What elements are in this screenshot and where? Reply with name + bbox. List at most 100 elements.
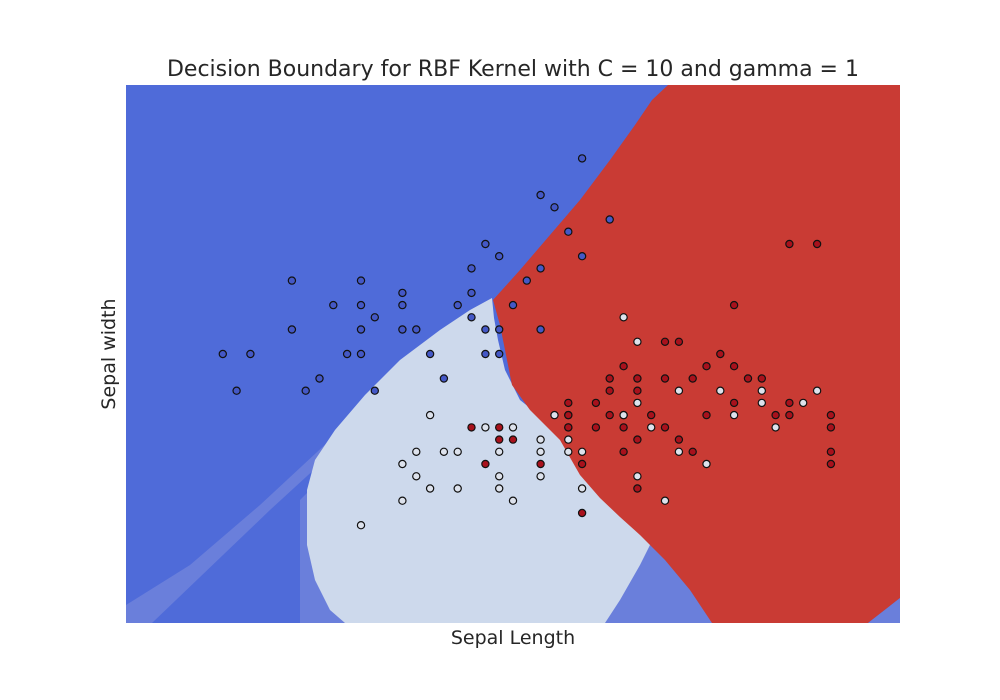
point-class-2-20 — [729, 398, 739, 408]
point-class-2-45 — [605, 410, 614, 420]
point-class-0-3 — [605, 215, 614, 224]
point-class-1-7 — [757, 398, 767, 408]
point-class-2-22 — [785, 398, 794, 408]
point-class-2-0 — [785, 239, 794, 249]
region-blend-right-edge — [868, 598, 900, 623]
point-class-2-38 — [495, 423, 504, 432]
point-class-0-6 — [577, 252, 587, 261]
point-class-1-26 — [536, 447, 545, 456]
point-class-2-43 — [536, 459, 545, 469]
point-class-1-20 — [564, 447, 573, 456]
point-class-2-33 — [688, 447, 697, 456]
point-class-0-37 — [356, 349, 366, 359]
plot-area — [126, 85, 900, 623]
point-class-1-34 — [425, 484, 435, 493]
point-class-1-17 — [771, 423, 780, 432]
point-class-1-16 — [647, 423, 656, 432]
point-class-0-23 — [356, 325, 366, 334]
point-class-0-15 — [329, 300, 338, 310]
point-class-1-25 — [495, 447, 504, 456]
point-class-0-33 — [301, 386, 310, 395]
point-class-0-7 — [481, 239, 490, 249]
point-class-1-11 — [425, 410, 435, 420]
point-class-0-20 — [536, 325, 545, 334]
point-class-1-23 — [439, 447, 449, 456]
point-class-2-24 — [826, 423, 836, 432]
point-class-1-21 — [398, 459, 407, 469]
point-class-1-37 — [356, 521, 366, 530]
point-class-2-7 — [729, 362, 739, 371]
point-class-2-3 — [660, 337, 670, 346]
point-class-2-47 — [826, 459, 836, 469]
point-class-1-9 — [481, 423, 490, 432]
point-class-2-44 — [495, 435, 504, 444]
point-class-2-30 — [591, 423, 601, 432]
point-class-2-4 — [674, 337, 684, 346]
point-class-2-37 — [467, 423, 476, 432]
point-class-2-8 — [743, 374, 753, 383]
point-class-1-5 — [729, 410, 739, 420]
point-class-1-0 — [619, 313, 628, 322]
point-class-0-32 — [315, 374, 324, 383]
point-class-2-21 — [771, 410, 780, 420]
point-class-0-19 — [495, 325, 504, 334]
point-class-0-16 — [356, 300, 366, 310]
point-class-0-30 — [342, 349, 352, 359]
point-class-0-31 — [439, 374, 449, 383]
point-class-0-13 — [467, 288, 476, 298]
point-class-0-11 — [287, 276, 297, 285]
point-class-2-9 — [660, 374, 670, 383]
point-class-1-18 — [619, 410, 628, 420]
point-class-1-31 — [453, 484, 462, 493]
point-class-2-17 — [605, 374, 614, 383]
point-class-1-36 — [412, 472, 421, 481]
region-class-2 — [493, 85, 900, 623]
point-class-1-29 — [495, 472, 504, 481]
point-class-0-22 — [287, 325, 297, 334]
point-class-0-25 — [412, 325, 421, 334]
point-class-0-28 — [218, 349, 227, 359]
y-axis-label: Sepal width — [98, 298, 120, 409]
point-class-1-8 — [812, 386, 822, 395]
point-class-2-16 — [605, 386, 614, 395]
point-class-0-5 — [495, 252, 504, 261]
point-class-2-1 — [812, 239, 822, 249]
point-class-2-12 — [619, 362, 628, 371]
point-class-2-34 — [577, 459, 587, 469]
point-class-1-38 — [412, 447, 421, 456]
point-class-0-24 — [398, 325, 407, 334]
point-class-1-6 — [799, 398, 808, 408]
point-class-1-28 — [702, 459, 711, 469]
point-class-0-4 — [564, 227, 573, 236]
point-class-2-36 — [785, 410, 794, 420]
point-class-0-0 — [577, 154, 587, 163]
point-class-2-11 — [757, 374, 767, 383]
x-axis-label: Sepal Length — [451, 627, 575, 649]
point-class-2-35 — [826, 447, 836, 456]
point-class-2-19 — [702, 410, 711, 420]
point-class-2-28 — [674, 435, 684, 444]
point-class-2-13 — [633, 386, 642, 395]
point-class-0-36 — [453, 300, 462, 310]
point-class-1-24 — [674, 447, 684, 456]
point-class-0-8 — [467, 264, 476, 273]
point-class-2-42 — [481, 459, 490, 469]
point-class-0-14 — [508, 300, 518, 310]
point-class-2-29 — [564, 410, 573, 420]
point-class-0-29 — [246, 349, 255, 359]
point-class-0-34 — [370, 386, 379, 395]
point-class-2-23 — [826, 410, 836, 420]
point-class-0-10 — [522, 276, 532, 285]
point-class-1-32 — [495, 484, 504, 493]
point-class-0-40 — [398, 288, 407, 298]
point-class-1-3 — [716, 386, 725, 395]
point-class-0-12 — [356, 276, 366, 285]
point-class-0-39 — [398, 300, 407, 310]
point-class-1-30 — [536, 472, 545, 481]
point-class-2-14 — [564, 398, 573, 408]
point-class-0-27 — [425, 349, 435, 359]
point-class-1-43 — [508, 496, 518, 505]
point-class-2-40 — [633, 484, 642, 493]
point-class-0-38 — [481, 349, 490, 359]
